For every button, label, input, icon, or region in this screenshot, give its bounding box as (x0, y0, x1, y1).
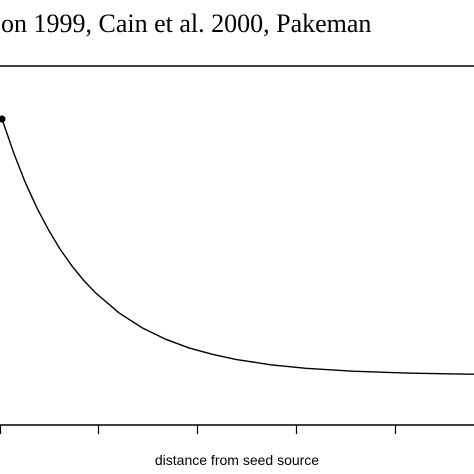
decay-curve (1, 118, 474, 375)
x-axis-label: distance from seed source (154, 452, 320, 468)
caption-fragment: on 1999, Cain et al. 2000, Pakeman (0, 4, 474, 44)
start-point-marker (0, 115, 6, 123)
caption-text: on 1999, Cain et al. 2000, Pakeman (1, 9, 372, 38)
x-axis-ticks (0, 425, 397, 434)
